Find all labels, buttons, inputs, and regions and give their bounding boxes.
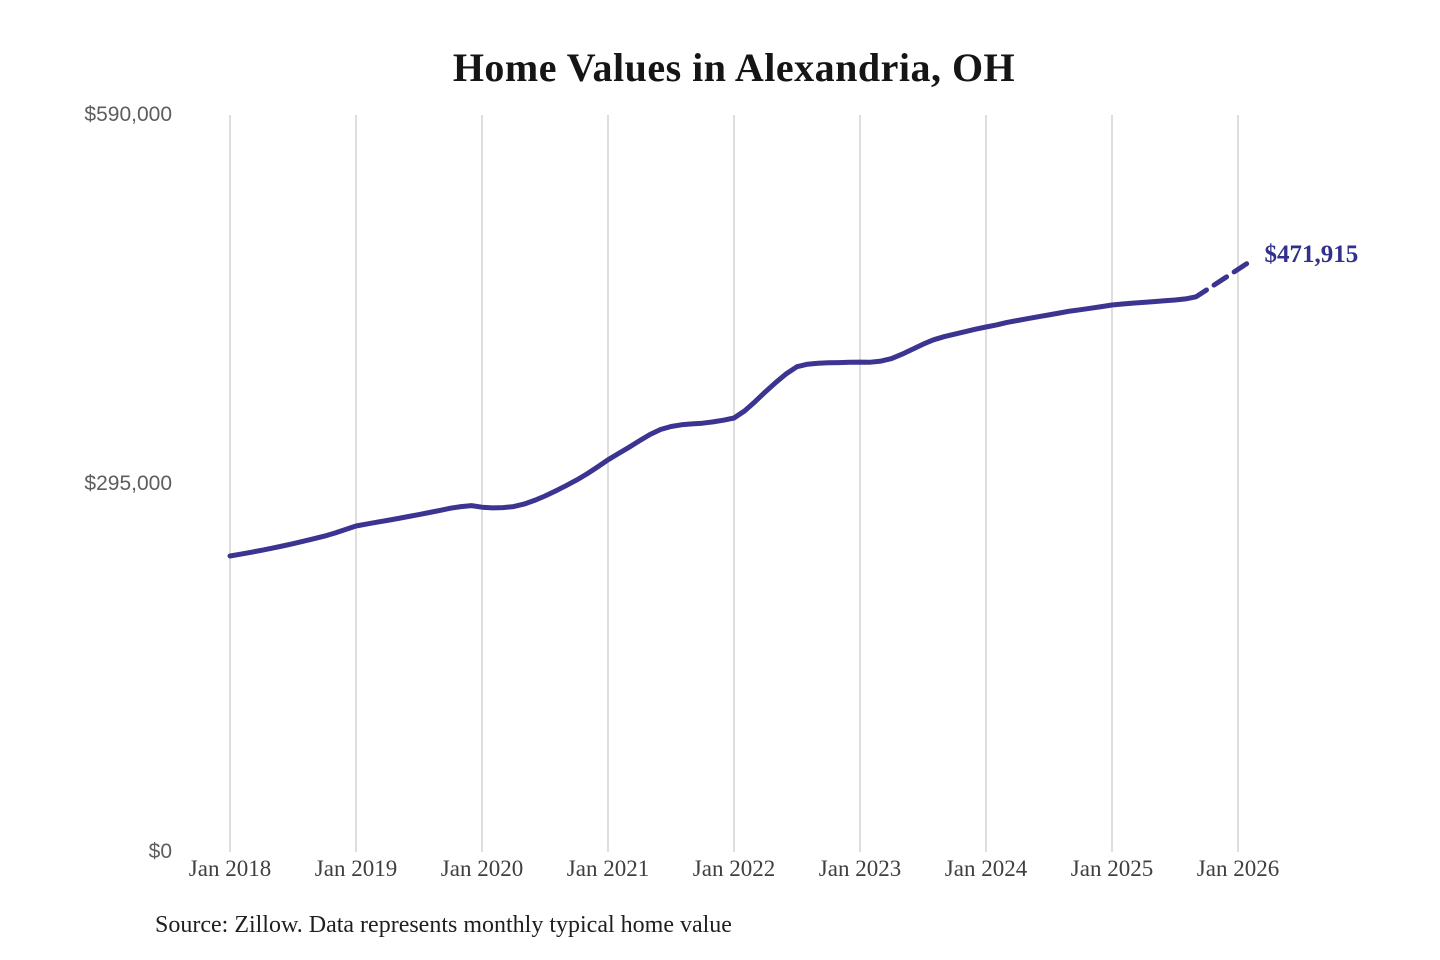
x-axis-tick-label: Jan 2019 (314, 856, 398, 881)
chart-title: Home Values in Alexandria, OH (452, 45, 1016, 90)
x-axis-tick-label: Jan 2021 (566, 856, 650, 881)
series-group (227, 260, 1251, 559)
x-axis-tick-label: Jan 2026 (1196, 856, 1280, 881)
x-axis-tick-label: Jan 2023 (818, 856, 902, 881)
gridline-group (229, 115, 1239, 852)
y-axis-tick-label: $295,000 (84, 471, 172, 495)
y-axis-tick-label: $0 (148, 840, 172, 863)
x-axis-tick-label: Jan 2024 (944, 856, 1028, 881)
x-axis-tick-label: Jan 2018 (188, 856, 272, 881)
series-line (227, 287, 1209, 559)
x-axis-tick-label: Jan 2022 (692, 856, 776, 881)
source-note: Source: Zillow. Data represents monthly … (155, 912, 732, 938)
y-axis-tick-label: $590,000 (84, 103, 172, 126)
x-axis-tick-label: Jan 2025 (1070, 856, 1154, 881)
forecast-line (1204, 260, 1251, 293)
value-annotation: $471,915 (1264, 240, 1359, 268)
x-axis-tick-label: Jan 2020 (440, 856, 524, 881)
